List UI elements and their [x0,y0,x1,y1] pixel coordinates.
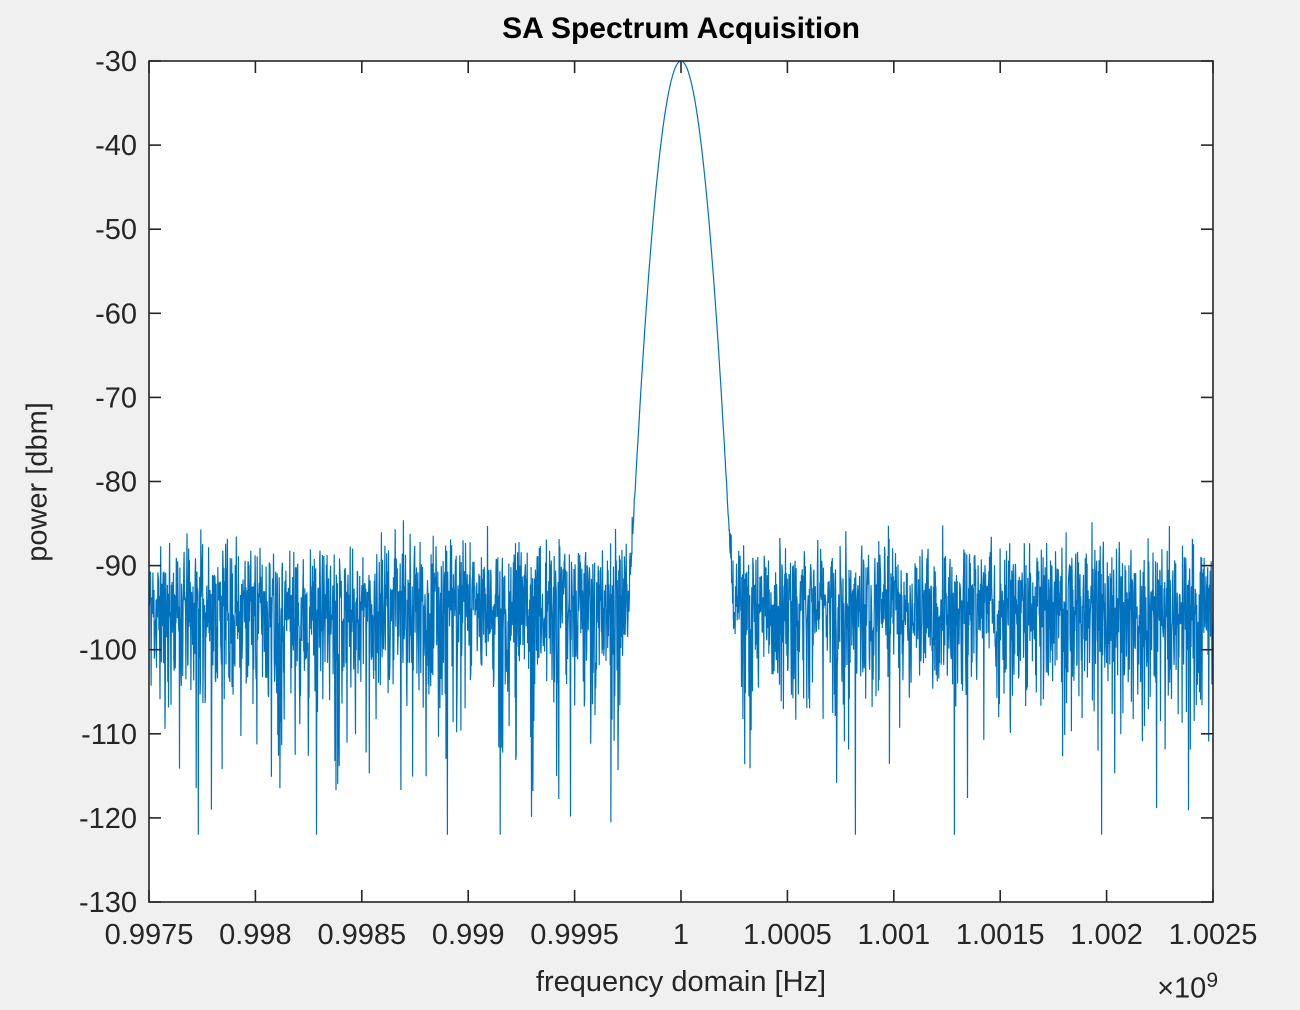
y-tick-label: -50 [95,214,137,246]
y-tick-label: -120 [79,803,137,835]
x-tick-label: 0.9985 [317,919,406,951]
y-tick-label: -100 [79,635,137,667]
x-tick-label: 0.9975 [105,919,194,951]
x-tick-label: 1.0005 [743,919,832,951]
x-tick-label: 0.999 [432,919,505,951]
x-tick-label: 0.998 [219,919,292,951]
y-tick-label: -130 [79,887,137,919]
x-axis-multiplier-base: ×10 [1157,972,1207,1005]
chart-title: SA Spectrum Acquisition [502,12,860,45]
y-tick-label: -30 [95,46,137,78]
x-axis-multiplier-exponent: 9 [1206,969,1218,992]
y-tick-label: -40 [95,130,137,162]
x-tick-label: 1.001 [858,919,931,951]
y-tick-label: -80 [95,467,137,499]
x-tick-label: 1.002 [1070,919,1143,951]
y-tick-label: -70 [95,382,137,414]
y-tick-label: -110 [81,719,137,751]
x-axis-multiplier: ×109 [1157,969,1218,1006]
y-tick-label: -60 [95,298,137,330]
x-tick-label: 1.0025 [1169,919,1258,951]
x-tick-label: 0.9995 [530,919,619,951]
y-axis-label: power [dbm] [21,402,54,562]
x-axis-label: frequency domain [Hz] [535,966,827,998]
y-tick-label: -90 [95,551,137,583]
x-tick-label: 1 [673,919,689,951]
x-tick-label: 1.0015 [956,919,1045,951]
spectrum-trace [149,61,1213,835]
plot-area-background [149,61,1213,902]
